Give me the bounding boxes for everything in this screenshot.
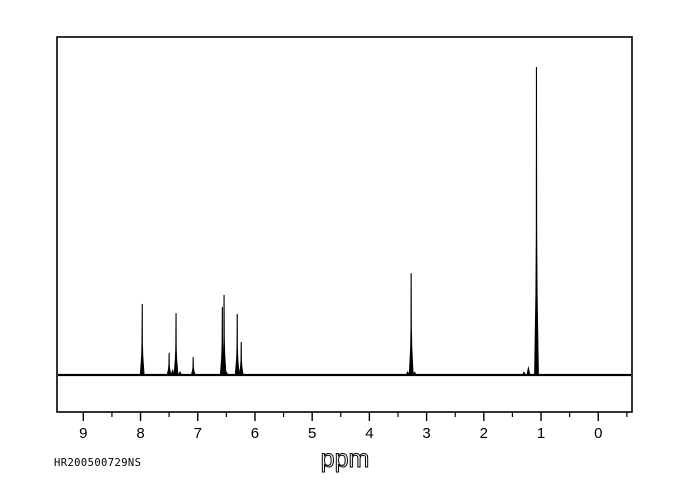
x-axis-tick-label: 9: [79, 425, 87, 442]
x-axis-tick-label: 8: [136, 425, 144, 442]
x-axis-tick-label: 7: [194, 425, 202, 442]
nmr-peak: [408, 273, 414, 375]
nmr-peak: [534, 67, 539, 375]
x-axis-unit-label: ppm: [321, 445, 370, 473]
nmr-peak: [219, 306, 225, 375]
nmr-minor-bump: [170, 368, 175, 375]
nmr-peak: [234, 314, 240, 375]
x-axis-tick-label: 1: [537, 425, 545, 442]
nmr-peak: [238, 342, 244, 375]
nmr-minor-bump: [412, 371, 417, 375]
plot-border: [56, 36, 633, 413]
nmr-minor-bump: [405, 370, 410, 375]
nmr-peak: [173, 313, 179, 375]
x-axis-tick-label: 5: [308, 425, 316, 442]
nmr-minor-bump: [521, 371, 526, 375]
nmr-minor-bump: [526, 365, 531, 375]
x-axis-tick-label: 2: [480, 425, 488, 442]
nmr-peak: [166, 352, 172, 375]
nmr-peak: [139, 303, 145, 375]
spectrum-baseline: [58, 373, 631, 377]
x-axis-tick-label: 3: [422, 425, 430, 442]
sample-id-label: HR200500729NS: [54, 457, 142, 469]
x-axis-tick-label: 4: [365, 425, 373, 442]
nmr-minor-bump: [224, 371, 229, 375]
x-axis-tick-label: 0: [594, 425, 602, 442]
nmr-peak: [221, 294, 227, 375]
x-axis-tick-label: 6: [251, 425, 259, 442]
nmr-peak: [190, 357, 196, 375]
nmr-minor-bump: [178, 371, 182, 375]
